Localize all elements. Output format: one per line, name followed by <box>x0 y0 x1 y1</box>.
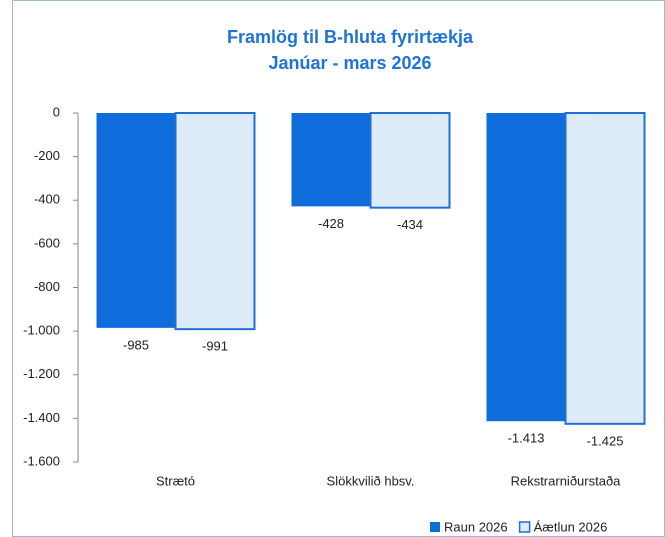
legend-label: Áætlun 2026 <box>534 519 608 534</box>
x-tick-label: Slökkvilið hbsv. <box>327 473 415 488</box>
y-tick-label: -1.400 <box>23 410 60 425</box>
chart-subtitle: Janúar - mars 2026 <box>268 53 431 73</box>
bar <box>174 112 256 331</box>
chart-title: Framlög til B-hluta fyrirtækja <box>227 27 474 47</box>
data-label: -1.425 <box>587 433 624 448</box>
y-tick-label: -400 <box>34 192 60 207</box>
y-tick-label: -1.600 <box>23 453 60 468</box>
bar <box>564 112 646 425</box>
bar <box>291 113 371 207</box>
x-tick-label: Rekstrarniðurstaða <box>511 473 622 488</box>
legend-swatch <box>518 521 531 533</box>
data-label: -1.413 <box>508 431 545 446</box>
legend-label: Raun 2026 <box>444 519 508 534</box>
data-label: -428 <box>318 216 344 231</box>
y-tick-label: -200 <box>34 148 60 163</box>
y-tick-label: -1.000 <box>23 323 60 338</box>
bar <box>96 113 176 328</box>
data-label: -991 <box>202 339 228 354</box>
y-tick-label: -600 <box>34 235 60 250</box>
y-tick-label: -800 <box>34 279 60 294</box>
x-tick-label: Strætó <box>156 473 195 488</box>
legend-swatch <box>430 522 440 532</box>
data-label: -434 <box>397 217 423 232</box>
y-tick-label: -1.200 <box>23 366 60 381</box>
bar <box>369 112 451 209</box>
bar <box>486 113 566 422</box>
y-tick-label: 0 <box>53 104 60 119</box>
data-label: -985 <box>123 337 149 352</box>
